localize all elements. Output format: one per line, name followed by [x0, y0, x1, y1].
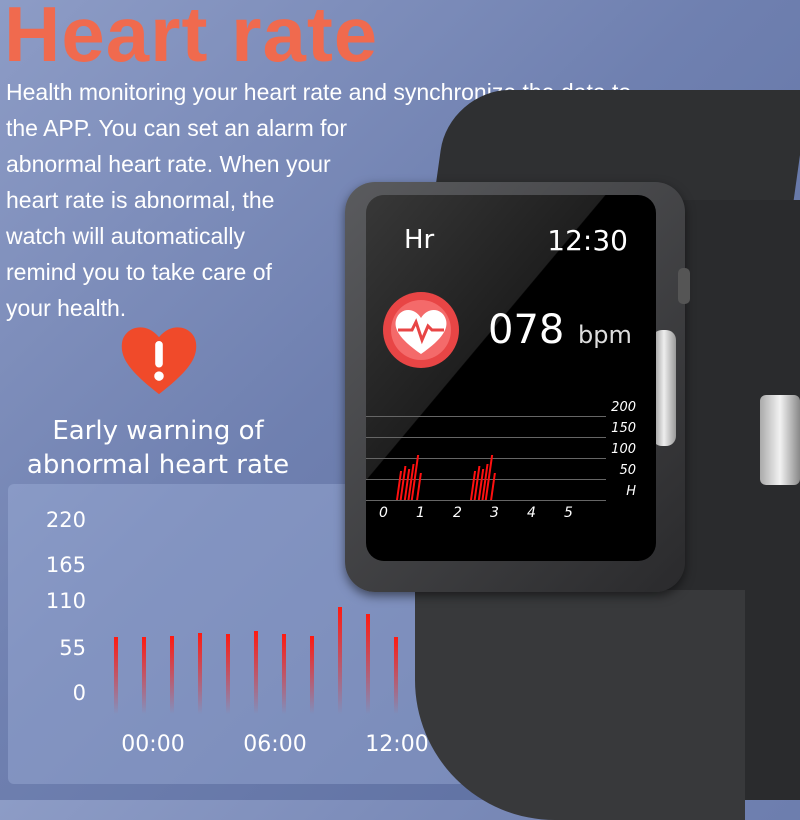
x-tick: 0	[379, 505, 388, 521]
grid-line	[366, 458, 606, 459]
band-buckle	[760, 395, 800, 485]
chart-bar	[254, 630, 258, 714]
heart-warning-icon	[121, 327, 197, 395]
x-tick: 1	[416, 505, 425, 521]
chart-bar	[114, 637, 118, 714]
desc-line: abnormal heart rate. When your	[6, 151, 331, 177]
desc-line: watch will automatically	[6, 223, 246, 249]
y-tick: 110	[45, 589, 86, 613]
x-tick: 5	[564, 505, 573, 521]
heart-rate-unit: bpm	[578, 321, 632, 349]
y-tick: 150	[611, 421, 636, 436]
chart-bar	[142, 637, 146, 714]
chart-bar	[338, 607, 342, 714]
grid-line	[366, 500, 606, 501]
screen-time: 12:30	[547, 224, 628, 257]
desc-line: remind you to take care of	[6, 259, 272, 285]
y-tick: 55	[59, 636, 86, 660]
x-tick: 3	[490, 505, 499, 521]
chart-bar	[198, 633, 202, 714]
x-tick: 00:00	[121, 732, 185, 757]
grid-line	[366, 416, 606, 417]
x-tick: 06:00	[243, 732, 307, 757]
x-tick: 4	[527, 505, 536, 521]
chart-bar	[394, 637, 398, 714]
chart-bar	[282, 634, 286, 714]
x-tick: 12:00	[365, 732, 429, 757]
caption-line: Early warning of	[52, 416, 264, 446]
warning-caption: Early warning of abnormal heart rate	[8, 414, 308, 482]
y-tick: 220	[45, 508, 86, 532]
desc-line: heart rate is abnormal, the	[6, 187, 275, 213]
y-tick: 0	[72, 681, 86, 705]
crown-button[interactable]	[678, 268, 690, 304]
chart-bar	[226, 634, 230, 714]
screen-label: Hr	[404, 225, 435, 255]
y-tick: H	[626, 484, 636, 499]
y-tick: 200	[611, 400, 636, 415]
grid-line	[366, 437, 606, 438]
watch-band-bottom	[415, 590, 745, 820]
y-tick: 165	[45, 553, 86, 577]
x-tick: 2	[453, 505, 462, 521]
description: Health monitoring your heart rate and sy…	[6, 74, 796, 326]
chart-bar	[310, 635, 314, 714]
page-title: Heart rate	[4, 0, 379, 78]
chart-bar	[170, 635, 174, 714]
watch-screen: Hr 12:30 078 bpm 200 150 100 50 H 0 1 2 3 4 5	[366, 195, 656, 561]
heart-rate-value: 078	[488, 307, 565, 353]
chart-bar	[366, 614, 370, 714]
caption-line: abnormal heart rate	[26, 450, 290, 480]
heart-pulse-icon	[383, 292, 459, 368]
y-tick: 50	[619, 463, 636, 478]
side-button[interactable]	[652, 330, 676, 446]
desc-line: the APP. You can set an alarm for	[6, 115, 347, 141]
desc-line: your health.	[6, 295, 127, 321]
y-tick: 100	[611, 442, 636, 457]
